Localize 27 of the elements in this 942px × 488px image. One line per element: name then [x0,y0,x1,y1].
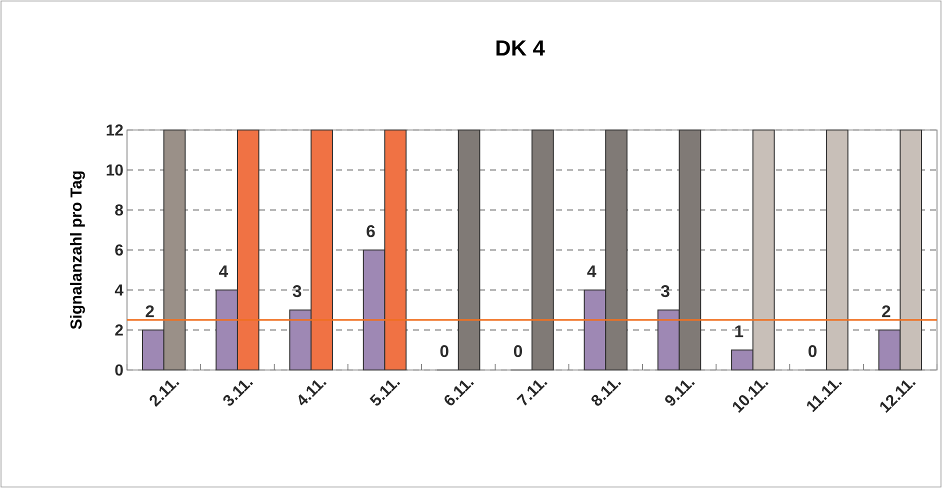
y-tick-label: 12 [106,124,123,136]
data-label: 0 [440,345,448,358]
chart-title: DK 4 [496,40,545,56]
data-label: 0 [514,345,522,358]
x-tick-label: 8.11. [591,380,622,406]
x-tick-label: 2.11. [150,380,180,407]
y-tick-label: 6 [115,244,123,256]
x-tick-label: 6.11. [444,380,474,406]
data-label: 4 [587,266,596,278]
data-label: 0 [808,345,817,358]
y-tick-label: 10 [106,164,123,176]
data-label: 4 [219,266,228,278]
x-tick-label: 9.11. [665,380,695,406]
data-label: 2 [146,305,154,318]
y-tick-label: 8 [115,204,123,216]
data-label: 3 [660,285,670,298]
x-tick-label: 3.11. [223,380,254,406]
data-label: 2 [882,305,890,318]
data-label: 6 [366,225,375,238]
x-tick-label: 5.11. [370,380,400,406]
y-tick-label: 4 [114,284,124,296]
y-tick-label: 2 [115,324,123,336]
x-tick-label: 4.11. [298,380,327,406]
y-tick-label: 0 [115,364,123,376]
x-tick-label: 7.11. [516,380,548,406]
y-axis-title: Signalanzahl pro Tag [70,171,85,330]
data-label: 1 [735,326,744,338]
